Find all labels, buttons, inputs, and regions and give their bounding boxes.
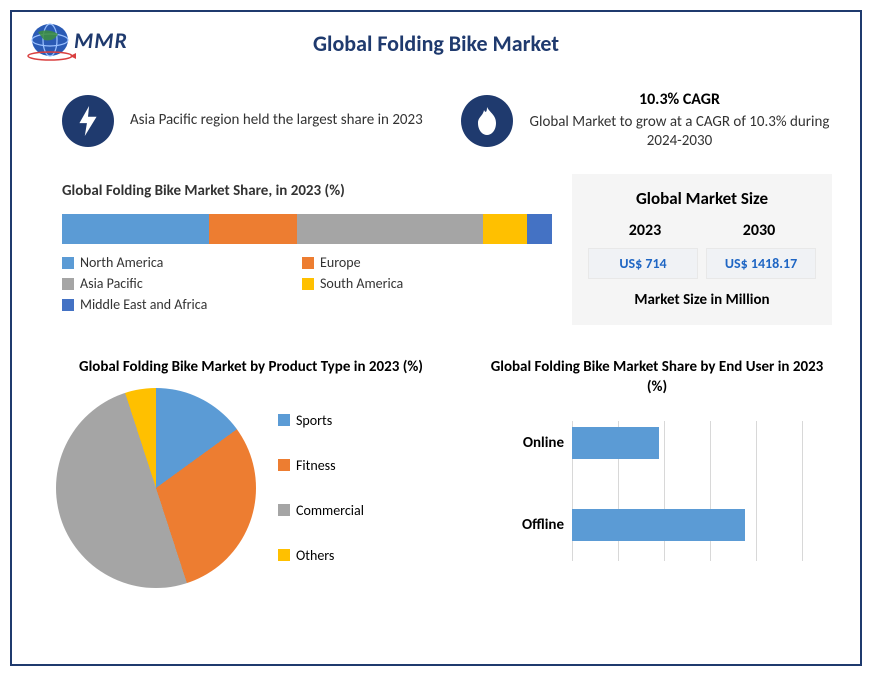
legend-swatch-icon bbox=[302, 257, 314, 269]
legend-label: North America bbox=[80, 254, 163, 271]
market-size-values: US$ 714 US$ 1418.17 bbox=[588, 248, 816, 279]
legend-item: Others bbox=[278, 547, 364, 564]
stacked-bar bbox=[62, 214, 552, 244]
legend-swatch-icon bbox=[278, 459, 290, 471]
highlight-cagr: 10.3% CAGR Global Market to grow at a CA… bbox=[461, 90, 830, 152]
hbar-row: Online bbox=[482, 427, 832, 459]
legend-item: South America bbox=[302, 275, 542, 292]
legend-label: Sports bbox=[296, 412, 332, 429]
hbar-bar bbox=[572, 427, 659, 459]
highlight-region: Asia Pacific region held the largest sha… bbox=[62, 90, 461, 152]
legend-item: Commercial bbox=[278, 502, 364, 519]
legend-label: South America bbox=[320, 275, 403, 292]
bar-segment bbox=[527, 214, 552, 244]
hbar-track bbox=[572, 509, 802, 541]
legend-label: Others bbox=[296, 547, 334, 564]
product-type-title: Global Folding Bike Market by Product Ty… bbox=[56, 358, 446, 378]
legend-item: Asia Pacific bbox=[62, 275, 302, 292]
cagr-title: 10.3% CAGR bbox=[529, 90, 830, 111]
pie-legend: Sports Fitness Commercial Others bbox=[278, 412, 364, 564]
page-title: Global Folding Bike Market bbox=[12, 30, 860, 57]
legend-swatch-icon bbox=[62, 299, 74, 311]
legend-label: Fitness bbox=[296, 457, 336, 474]
market-size-panel: Global Market Size 2023 2030 US$ 714 US$… bbox=[572, 174, 832, 325]
highlight-cagr-text: 10.3% CAGR Global Market to grow at a CA… bbox=[529, 90, 830, 152]
legend-item: Sports bbox=[278, 412, 364, 429]
value-2030: US$ 1418.17 bbox=[706, 248, 815, 279]
market-size-years: 2023 2030 bbox=[588, 221, 816, 240]
bar-segment bbox=[297, 214, 483, 244]
infographic-frame: MMR Global Folding Bike Market Asia Paci… bbox=[10, 10, 862, 666]
region-share-legend: North America Europe Asia Pacific South Ame… bbox=[62, 254, 562, 313]
market-size-unit: Market Size in Million bbox=[588, 291, 816, 309]
hbar-bars: Online Offline bbox=[482, 427, 832, 607]
bar-segment bbox=[483, 214, 527, 244]
market-size-title: Global Market Size bbox=[588, 188, 816, 209]
legend-item: Fitness bbox=[278, 457, 364, 474]
region-share-chart: Global Folding Bike Market Share, in 202… bbox=[62, 182, 562, 313]
year-2023: 2023 bbox=[629, 221, 661, 240]
legend-label: Middle East and Africa bbox=[80, 296, 207, 313]
legend-label: Asia Pacific bbox=[80, 275, 143, 292]
legend-item: Europe bbox=[302, 254, 542, 271]
hbar-row: Offline bbox=[482, 509, 832, 541]
legend-swatch-icon bbox=[62, 278, 74, 290]
legend-item: North America bbox=[62, 254, 302, 271]
hbar-label: Online bbox=[482, 434, 572, 452]
value-2023: US$ 714 bbox=[588, 248, 697, 279]
flame-icon bbox=[461, 95, 513, 147]
hbar-label: Offline bbox=[482, 516, 572, 534]
legend-swatch-icon bbox=[62, 257, 74, 269]
legend-swatch-icon bbox=[278, 549, 290, 561]
cagr-subtext: Global Market to grow at a CAGR of 10.3%… bbox=[529, 113, 830, 152]
bar-segment bbox=[209, 214, 297, 244]
legend-label: Europe bbox=[320, 254, 361, 271]
bolt-icon bbox=[62, 95, 114, 147]
hbar-track bbox=[572, 427, 802, 459]
legend-swatch-icon bbox=[302, 278, 314, 290]
pie-chart bbox=[56, 388, 256, 588]
product-type-chart: Global Folding Bike Market by Product Ty… bbox=[56, 358, 446, 588]
legend-swatch-icon bbox=[278, 504, 290, 516]
highlight-region-text: Asia Pacific region held the largest sha… bbox=[130, 111, 423, 131]
region-share-title: Global Folding Bike Market Share, in 202… bbox=[62, 182, 562, 200]
highlights-row: Asia Pacific region held the largest sha… bbox=[62, 90, 830, 152]
bar-segment bbox=[62, 214, 209, 244]
end-user-chart: Global Folding Bike Market Share by End … bbox=[482, 358, 832, 607]
hbar-bar bbox=[572, 509, 745, 541]
year-2030: 2030 bbox=[743, 221, 775, 240]
legend-label: Commercial bbox=[296, 502, 364, 519]
legend-swatch-icon bbox=[278, 414, 290, 426]
end-user-title: Global Folding Bike Market Share by End … bbox=[482, 358, 832, 397]
legend-item: Middle East and Africa bbox=[62, 296, 302, 313]
